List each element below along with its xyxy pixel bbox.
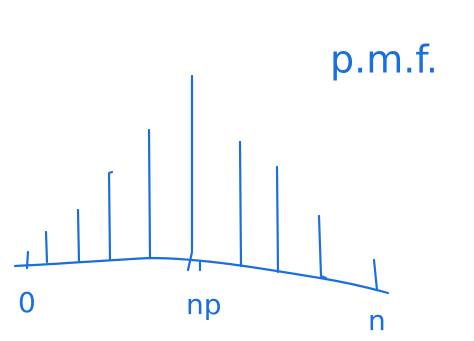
axis-label: n — [368, 304, 386, 337]
axis-label: np — [186, 288, 222, 321]
title: p.m.f. — [330, 38, 438, 82]
spike — [27, 252, 28, 268]
spike — [149, 130, 150, 258]
axis-label: 0 — [18, 286, 36, 319]
sketch: p.m.f. 0 np n — [0, 0, 474, 341]
spike — [277, 167, 278, 272]
spike — [240, 142, 241, 266]
spike — [46, 232, 47, 262]
spike — [78, 210, 79, 262]
